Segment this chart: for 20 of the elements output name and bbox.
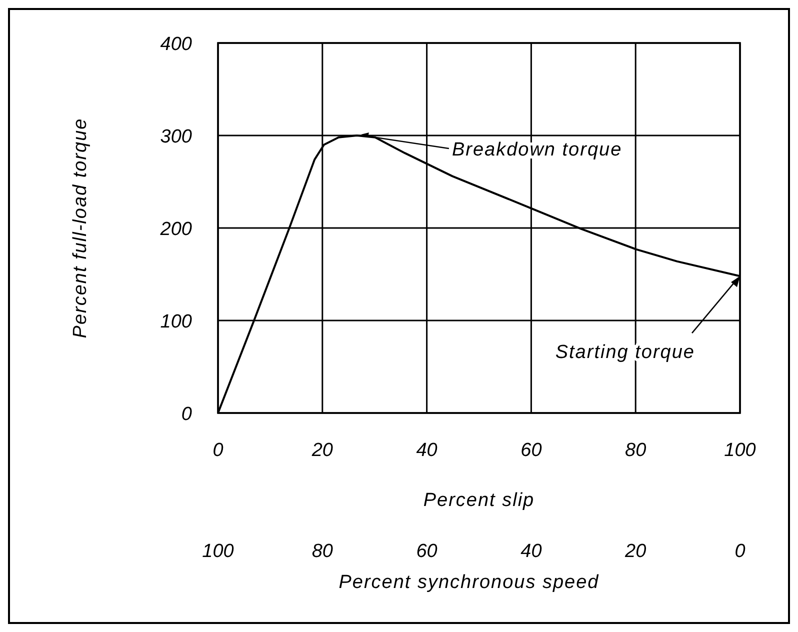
y-tick-label: 200	[159, 219, 192, 240]
y-tick-label: 100	[160, 312, 192, 332]
x2-tick-label: 40	[520, 541, 542, 562]
x2-tick-label: 0	[734, 541, 746, 562]
x2-tick-label: 100	[202, 541, 234, 562]
x-tick-label: 40	[416, 440, 438, 461]
x2-axis-title: Percent synchronous speed	[338, 572, 600, 593]
x-tick-label: 60	[520, 440, 542, 461]
y-tick-label: 0	[181, 404, 192, 425]
y-axis-title: Percent full-load torque	[70, 118, 91, 338]
y-tick-label: 400	[160, 34, 192, 55]
y-tick-label: 300	[160, 126, 192, 148]
x-tick-label: 0	[212, 440, 224, 461]
x-axis-title: Percent slip	[423, 490, 535, 511]
x-tick-label: 80	[625, 440, 647, 461]
x2-tick-label: 20	[624, 541, 647, 562]
x-tick-label: 100	[724, 440, 756, 461]
x-tick-label: 20	[310, 440, 334, 461]
x2-tick-label: 80	[312, 541, 334, 562]
x2-tick-label: 60	[416, 541, 438, 562]
